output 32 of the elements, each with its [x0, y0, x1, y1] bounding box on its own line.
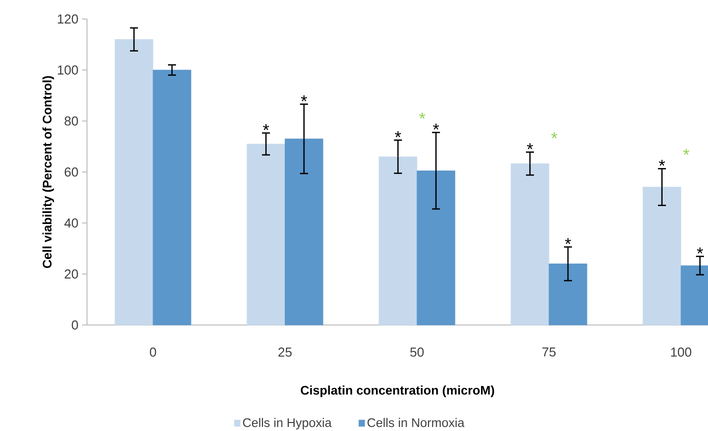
data-label: * [262, 124, 270, 130]
annotation: * [419, 112, 426, 119]
y-tick-label: 80 [64, 116, 78, 126]
y-tick-label: 20 [64, 269, 78, 279]
y-tick-label: 120 [58, 14, 78, 24]
data-label: * [658, 160, 665, 166]
x-tick-label: 75 [542, 348, 556, 357]
bar [114, 39, 154, 326]
data-label: * [394, 131, 402, 138]
data-label: * [696, 248, 703, 254]
bar [246, 144, 286, 326]
data-label: * [526, 143, 533, 150]
bar [378, 156, 418, 326]
y-tick-label: 100 [58, 65, 78, 75]
data-label: * [564, 238, 572, 244]
legend-label: Cells in Hypoxia [243, 418, 332, 430]
data-label: * [432, 124, 440, 130]
x-tick-label: 25 [278, 348, 292, 357]
annotation: * [683, 148, 690, 155]
bar [642, 186, 682, 326]
data-label: * [300, 95, 308, 102]
x-tick-label: 100 [671, 348, 692, 357]
x-tick-label: 0 [150, 348, 156, 357]
annotation: * [551, 132, 558, 138]
x-axis-title: Cisplatin concentration (microM) [300, 386, 494, 398]
y-tick-label: 0 [72, 320, 78, 330]
y-tick-label: 40 [64, 218, 78, 228]
y-axis-title: Cell viability (Percent of Control) [42, 76, 54, 268]
legend-label: Cells in Normoxia [368, 418, 464, 428]
x-tick-label: 50 [410, 348, 424, 357]
y-tick-label: 60 [64, 167, 78, 177]
bar [510, 163, 550, 326]
